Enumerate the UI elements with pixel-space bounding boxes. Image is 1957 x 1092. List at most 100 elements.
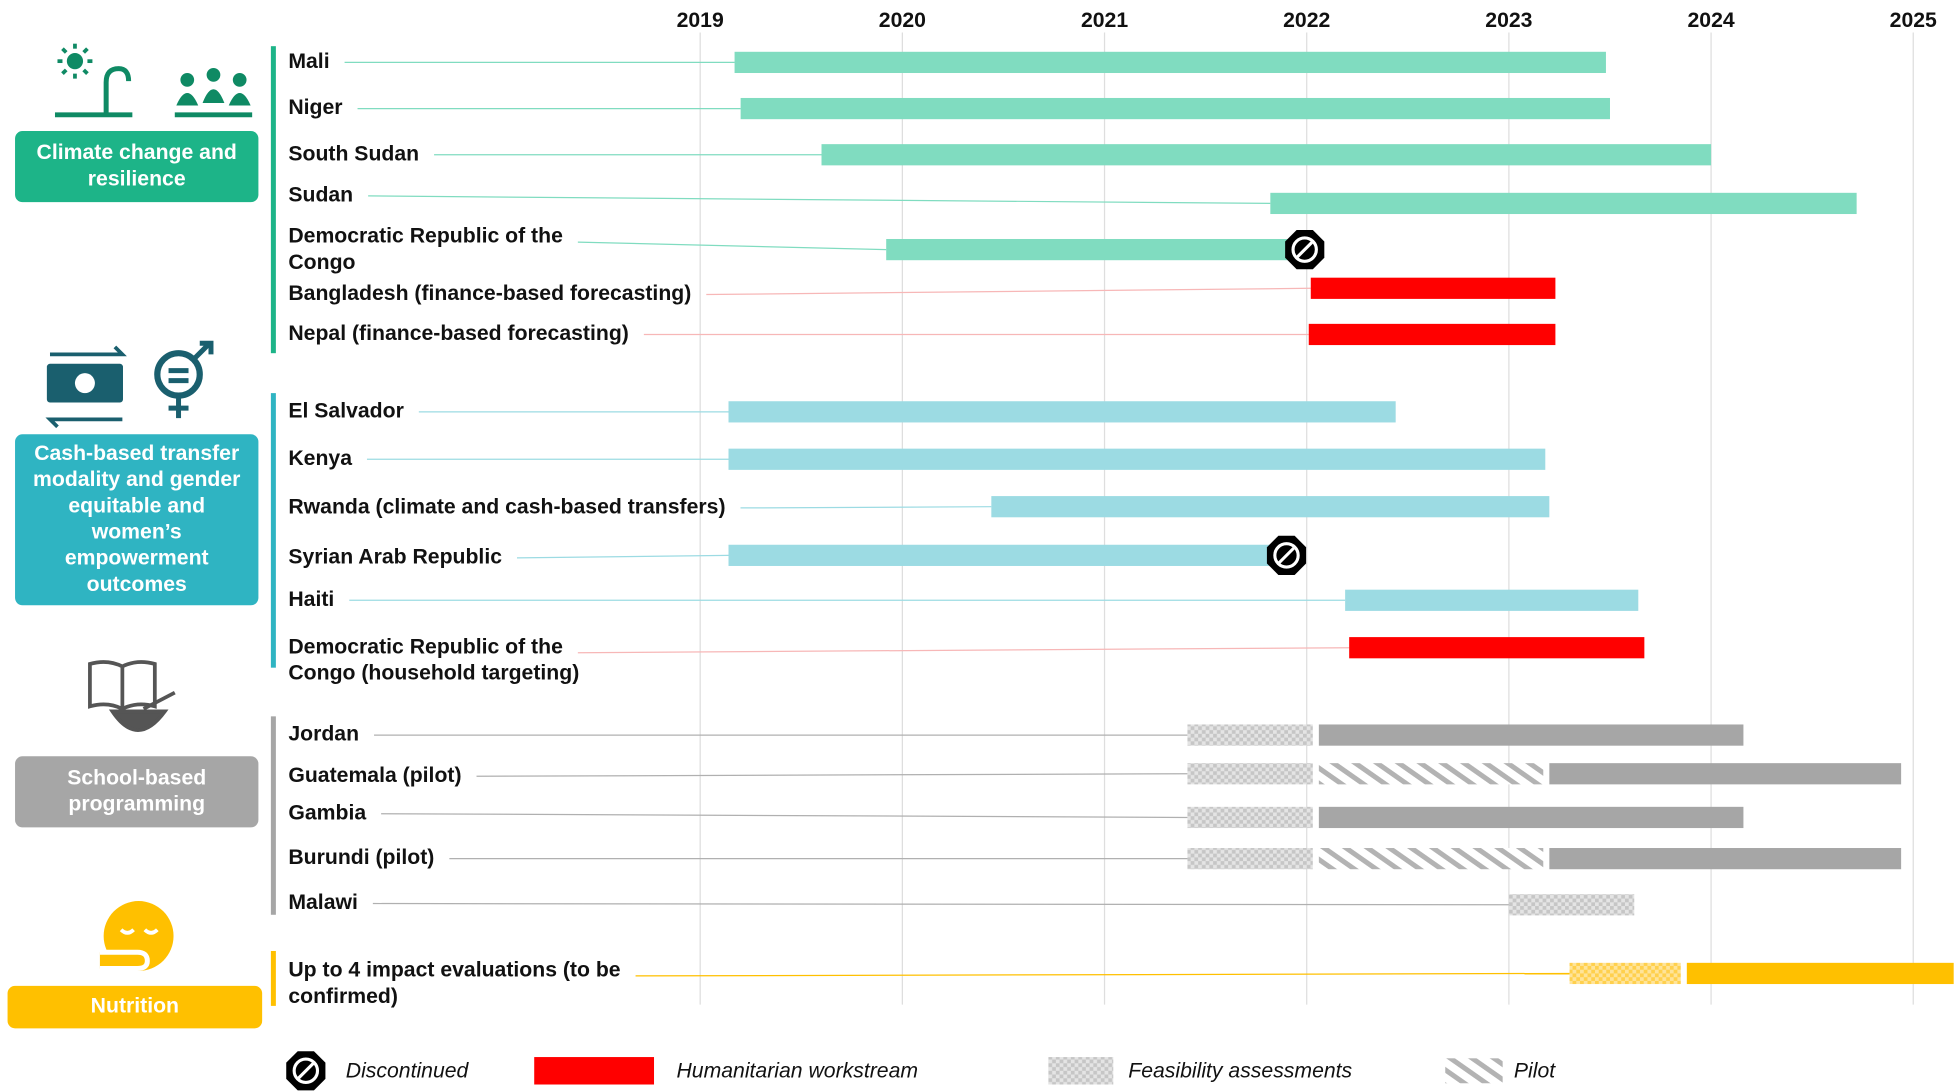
leader-line	[516, 554, 729, 559]
bowl-icon	[108, 709, 169, 732]
group-name: programming	[68, 793, 205, 816]
gender-icon	[154, 350, 203, 399]
x-tick-label: 2022	[1283, 9, 1330, 32]
slash	[1277, 546, 1296, 565]
x-tick-label: 2023	[1485, 9, 1532, 32]
legend-label: Feasibility assessments	[1128, 1060, 1352, 1083]
x-tick-label: 2020	[879, 9, 926, 32]
bar-pilot	[1318, 848, 1544, 870]
row-label: Haiti	[288, 588, 334, 611]
row-label: Up to 4 impact evaluations (to be	[288, 959, 620, 982]
group-bar	[270, 46, 276, 354]
x-tick-label: 2021	[1081, 9, 1128, 32]
row-label: Rwanda (climate and cash-based transfers…	[288, 496, 725, 519]
sun-icon	[66, 53, 84, 70]
row-label: Sudan	[288, 184, 353, 207]
row-label: Congo (household targeting)	[288, 662, 579, 685]
arrows	[45, 345, 127, 429]
leader-line	[577, 241, 887, 251]
x-tick-label: 2019	[677, 9, 724, 32]
legend-label: Discontinued	[346, 1060, 470, 1083]
row-label: El Salvador	[288, 399, 404, 422]
bar-main	[1549, 848, 1902, 870]
school-icon	[88, 660, 176, 732]
group-name: Climate change and	[37, 141, 237, 164]
row-label: confirmed)	[288, 985, 398, 1008]
bar-humanitarian	[1310, 277, 1556, 299]
sun-rays	[57, 43, 93, 79]
tap-icon	[54, 66, 133, 118]
group-name: women’s	[91, 521, 182, 544]
legend-swatch	[1445, 1058, 1503, 1084]
leader-line	[740, 506, 992, 509]
spoon	[99, 949, 150, 971]
leader-line	[381, 813, 1188, 819]
bar-main	[740, 97, 1610, 120]
group-box	[15, 131, 259, 203]
row-label: Bangladesh (finance-based forecasting)	[288, 282, 691, 305]
row-label: Democratic Republic of the	[288, 225, 563, 248]
ring	[1291, 236, 1318, 263]
group-box	[15, 434, 259, 606]
ring	[292, 1057, 320, 1085]
row-label: Jordan	[288, 723, 359, 746]
bar-feasibility	[1569, 962, 1681, 985]
row-label: Malawi	[288, 891, 358, 914]
gender-lines	[168, 340, 214, 419]
group-name: resilience	[88, 167, 186, 190]
bar-main	[1686, 962, 1954, 985]
leader-line	[368, 195, 1271, 205]
legend-label: Humanitarian workstream	[676, 1060, 918, 1083]
group-name: equitable and	[68, 494, 205, 517]
leader-line	[635, 972, 1570, 977]
discontinued-marker	[1285, 230, 1325, 270]
group-name: empowerment	[65, 547, 209, 570]
bar-main	[991, 496, 1550, 518]
bar-feasibility	[1187, 848, 1313, 870]
eyes	[119, 928, 159, 935]
leader-line	[476, 773, 1188, 777]
group-bar	[270, 393, 276, 668]
discontinued-marker	[1266, 535, 1307, 575]
row-label: Syrian Arab Republic	[288, 545, 502, 568]
row-label: Burundi (pilot)	[288, 846, 434, 869]
group-box	[15, 756, 259, 828]
row-label: Nepal (finance-based forecasting)	[288, 322, 629, 345]
x-tick-label: 2025	[1890, 9, 1937, 32]
legend-label: Pilot	[1514, 1060, 1556, 1083]
nutrition-icon	[99, 901, 174, 971]
bar-feasibility	[1508, 894, 1635, 916]
row-label: Kenya	[288, 447, 352, 470]
row-label: Guatemala (pilot)	[288, 764, 461, 787]
bar-humanitarian	[1308, 323, 1556, 346]
discontinued-marker	[286, 1051, 326, 1091]
bar-feasibility	[1187, 806, 1313, 829]
legend-swatch	[1048, 1057, 1114, 1085]
group-name: Nutrition	[91, 995, 179, 1018]
row-label: Mali	[288, 50, 329, 73]
bar-main	[1318, 724, 1744, 746]
bar-main	[1270, 192, 1857, 215]
row-label: Niger	[288, 96, 342, 119]
group-name: modality and gender	[33, 468, 240, 491]
bar-pilot	[1318, 763, 1544, 785]
row-label: Democratic Republic of the	[288, 635, 563, 658]
row-label: Congo	[288, 251, 355, 274]
bar-main	[734, 51, 1606, 74]
leader-line	[706, 287, 1311, 296]
cash-icons	[45, 340, 214, 429]
group-box	[7, 985, 263, 1029]
book-icon	[88, 660, 157, 711]
slash	[1295, 240, 1314, 259]
bar-main	[1318, 806, 1744, 829]
bar-main	[728, 401, 1396, 423]
leader-line	[372, 902, 1509, 906]
spoon-icon	[142, 690, 176, 711]
ring	[1273, 542, 1300, 569]
group-name: School-based	[67, 766, 206, 789]
climate-icons	[54, 43, 253, 118]
person	[232, 73, 247, 87]
bar-main	[1549, 763, 1902, 785]
